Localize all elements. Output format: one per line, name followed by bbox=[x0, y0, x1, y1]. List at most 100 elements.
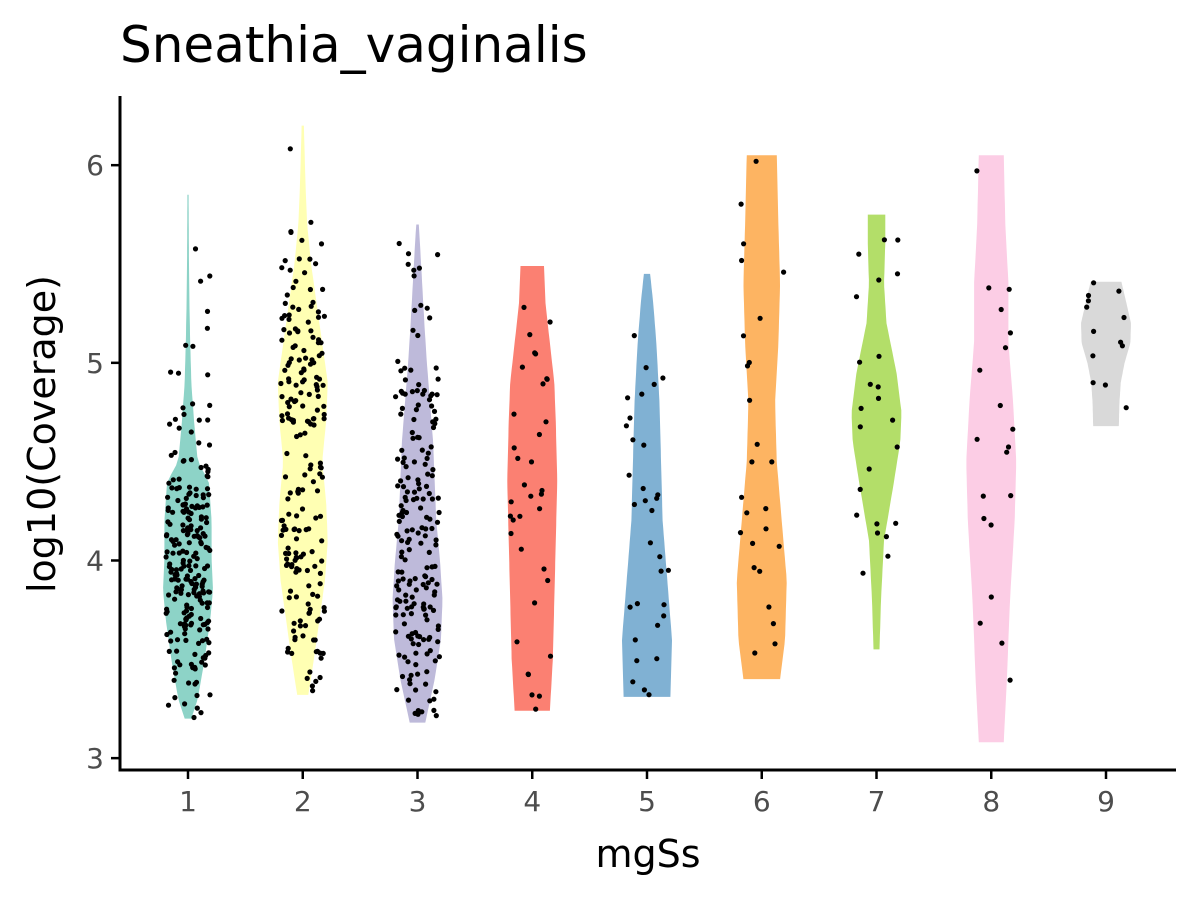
data-point bbox=[299, 237, 305, 243]
data-point bbox=[166, 592, 172, 598]
data-point bbox=[318, 655, 324, 661]
data-point bbox=[300, 403, 306, 409]
data-point bbox=[409, 631, 415, 637]
data-point bbox=[279, 394, 285, 400]
data-point bbox=[184, 602, 190, 608]
data-point bbox=[423, 483, 430, 489]
data-point bbox=[192, 583, 198, 589]
data-point bbox=[305, 319, 311, 325]
data-point bbox=[291, 526, 297, 533]
data-point bbox=[744, 510, 750, 516]
data-point bbox=[763, 526, 769, 532]
data-point bbox=[404, 605, 410, 611]
data-point bbox=[399, 513, 405, 520]
data-point bbox=[420, 581, 426, 588]
data-point bbox=[416, 481, 422, 487]
data-point bbox=[416, 382, 422, 388]
data-point bbox=[321, 416, 327, 422]
data-point bbox=[319, 350, 325, 356]
data-point bbox=[640, 485, 646, 492]
data-point bbox=[294, 555, 300, 561]
data-point bbox=[290, 284, 296, 291]
data-point bbox=[168, 452, 174, 458]
data-point bbox=[279, 413, 285, 419]
points-group-8 bbox=[974, 168, 1016, 683]
data-point bbox=[299, 506, 306, 512]
data-point bbox=[409, 527, 415, 533]
data-point bbox=[415, 671, 421, 677]
data-point bbox=[180, 522, 186, 528]
data-point bbox=[183, 506, 190, 512]
data-point bbox=[287, 490, 293, 496]
data-point bbox=[415, 530, 421, 536]
data-point bbox=[857, 424, 863, 430]
data-point bbox=[188, 611, 194, 618]
data-point bbox=[772, 641, 778, 647]
data-point bbox=[1121, 314, 1127, 321]
data-point bbox=[416, 641, 422, 648]
data-point bbox=[187, 558, 193, 564]
data-point bbox=[405, 261, 411, 267]
data-point bbox=[631, 333, 637, 339]
data-point bbox=[409, 389, 415, 395]
data-point bbox=[198, 278, 204, 284]
data-point bbox=[433, 542, 439, 548]
data-point bbox=[311, 416, 317, 422]
data-point bbox=[413, 662, 419, 668]
data-point bbox=[419, 525, 425, 531]
data-point bbox=[193, 486, 199, 492]
data-point bbox=[185, 592, 191, 598]
data-point bbox=[399, 538, 405, 544]
data-point bbox=[399, 405, 405, 411]
data-point bbox=[205, 417, 211, 423]
data-point bbox=[393, 629, 399, 635]
data-point bbox=[1090, 353, 1096, 359]
data-point bbox=[429, 391, 435, 397]
data-point bbox=[284, 556, 290, 562]
data-point bbox=[304, 567, 310, 574]
data-point bbox=[543, 419, 549, 425]
chart-title: Sneathia_vaginalis bbox=[120, 16, 588, 74]
data-point bbox=[399, 447, 405, 453]
data-point bbox=[396, 652, 402, 658]
data-point bbox=[874, 530, 881, 536]
data-point bbox=[1084, 304, 1090, 310]
data-point bbox=[655, 622, 661, 628]
data-point bbox=[1007, 677, 1013, 683]
data-point bbox=[289, 650, 295, 657]
data-point bbox=[753, 158, 759, 164]
data-point bbox=[163, 533, 170, 539]
data-point bbox=[284, 292, 290, 298]
data-point bbox=[398, 368, 404, 374]
data-point bbox=[173, 670, 179, 676]
data-point bbox=[434, 581, 440, 587]
data-point bbox=[177, 621, 183, 627]
data-point bbox=[317, 674, 323, 681]
data-point bbox=[282, 300, 288, 306]
y-tick-label: 3 bbox=[86, 742, 104, 775]
data-point bbox=[279, 315, 285, 321]
data-point bbox=[632, 637, 638, 643]
data-point bbox=[537, 506, 543, 512]
data-point bbox=[754, 441, 760, 447]
points-group-3 bbox=[393, 240, 442, 719]
data-point bbox=[172, 695, 178, 701]
data-point bbox=[290, 304, 296, 310]
data-point bbox=[649, 507, 655, 514]
data-point bbox=[188, 510, 194, 517]
data-point bbox=[183, 637, 189, 644]
data-point bbox=[204, 619, 211, 626]
data-point bbox=[193, 550, 199, 556]
data-point bbox=[436, 509, 442, 516]
data-point bbox=[766, 604, 772, 610]
data-point bbox=[175, 497, 181, 504]
data-point bbox=[533, 351, 539, 357]
data-point bbox=[533, 706, 539, 712]
data-point bbox=[309, 549, 315, 555]
data-point bbox=[521, 304, 527, 310]
data-point bbox=[294, 513, 300, 519]
data-point bbox=[194, 705, 200, 711]
data-point bbox=[311, 637, 317, 643]
data-point bbox=[287, 588, 294, 594]
data-point bbox=[401, 621, 407, 627]
